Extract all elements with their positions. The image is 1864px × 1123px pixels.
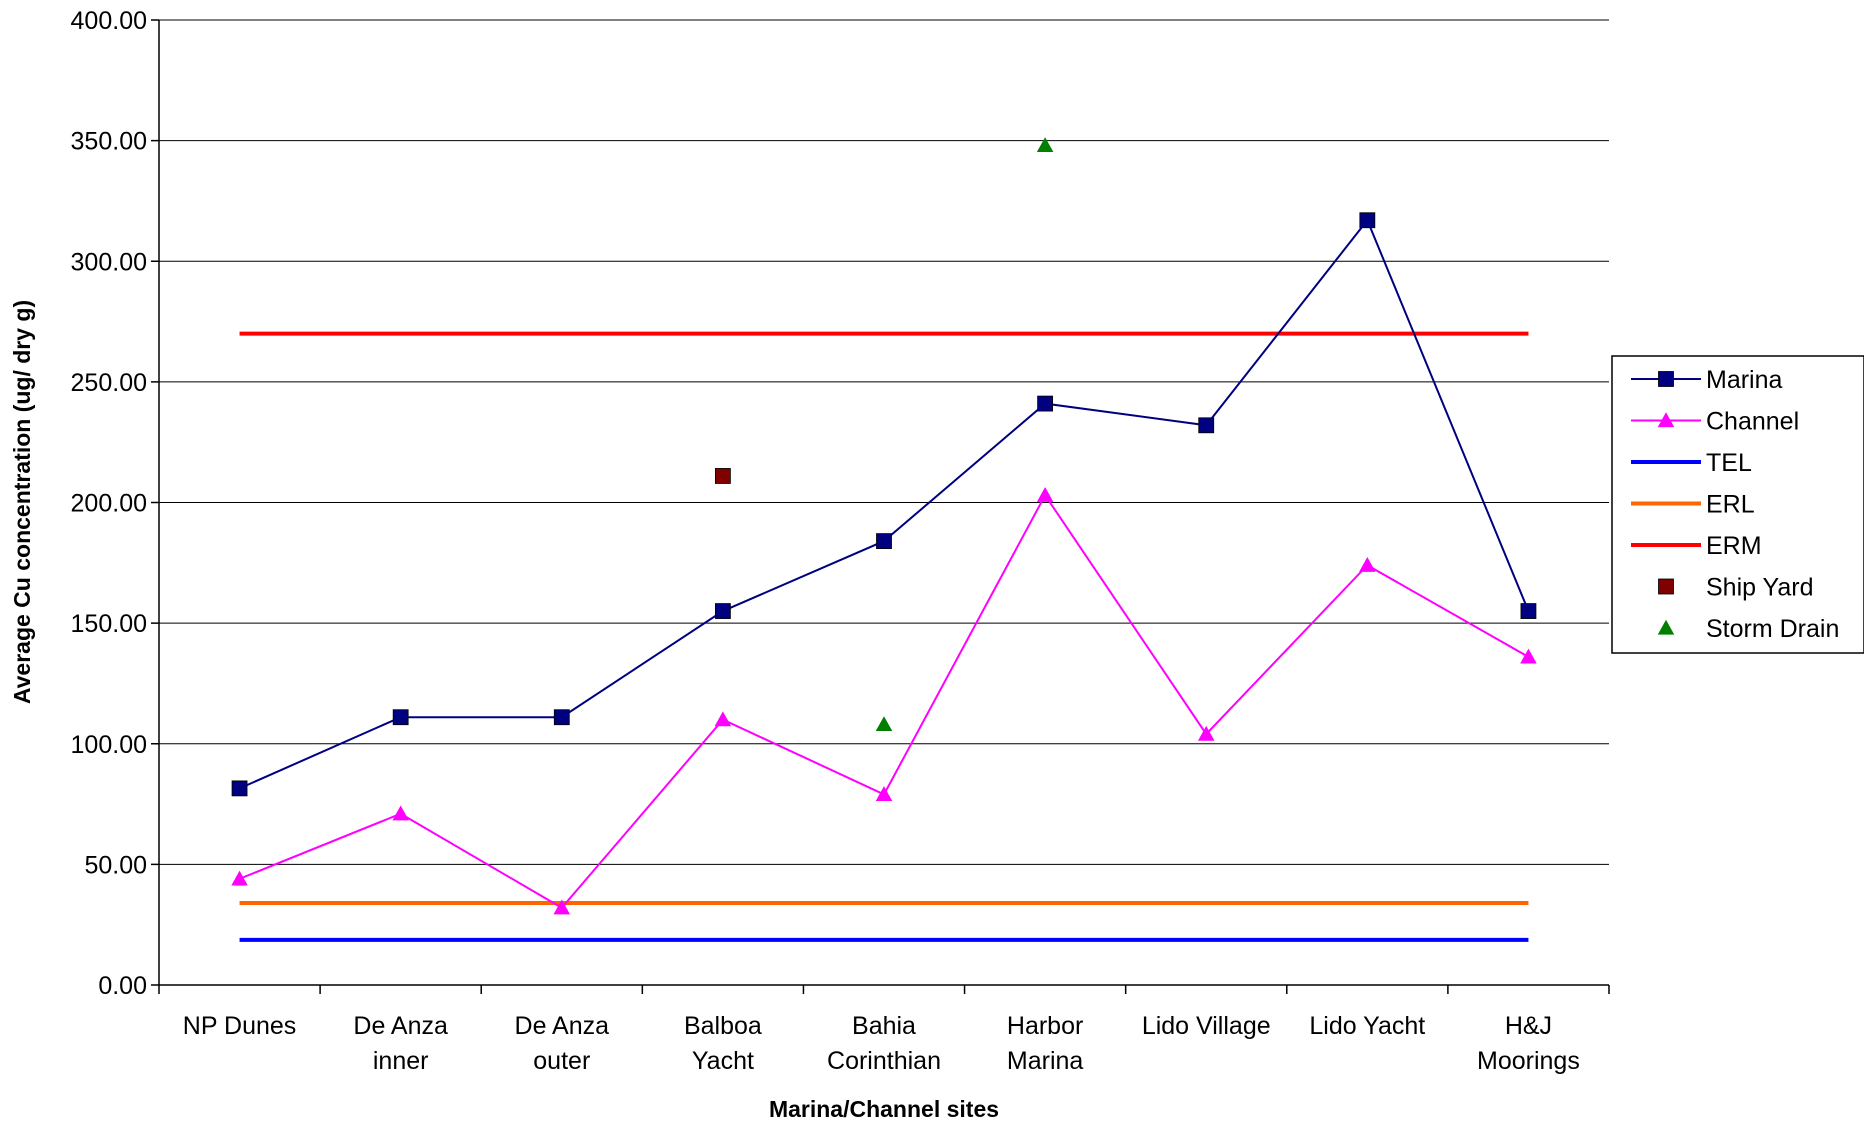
x-tick-label: Bahia <box>852 1012 916 1040</box>
data-point-marina <box>1520 603 1537 619</box>
data-point-ship-yard <box>714 468 731 484</box>
x-tick-label: Yacht <box>692 1047 754 1075</box>
y-tick-label: 100.00 <box>71 731 147 759</box>
y-tick-label: 0.00 <box>98 972 147 1000</box>
legend-item-channel: Channel <box>1631 408 1799 436</box>
legend-marker-ship-yard <box>1658 578 1674 595</box>
legend-label-erl: ERL <box>1706 491 1755 519</box>
x-tick-label: Moorings <box>1477 1047 1580 1075</box>
legend-label-ship-yard: Ship Yard <box>1706 574 1813 602</box>
x-tick-label: De Anza <box>353 1012 448 1040</box>
data-point-marina <box>714 603 731 619</box>
series-storm-drain <box>875 137 1054 732</box>
legend: Marina Channel TEL ERL ERM Ship Yard Storm Dra… <box>1611 355 1864 654</box>
x-tick-label: Lido Village <box>1142 1012 1271 1040</box>
data-point-channel <box>392 805 409 821</box>
x-tick-label: outer <box>533 1047 590 1075</box>
legend-label-tel: TEL <box>1706 449 1752 477</box>
data-point-storm-drain <box>875 716 893 732</box>
y-axis-ticks: 0.00 50.00 100.00 150.00 200.00 250.00 300.00 3… <box>71 7 159 1000</box>
y-axis-title: Average Cu concentration (ug/ dry g) <box>9 300 35 704</box>
legend-label-channel: Channel <box>1706 408 1799 436</box>
data-point-marina <box>553 709 570 726</box>
series-ship-yard <box>714 468 731 484</box>
x-axis-ticks: NP Dunes De Anza inner De Anza outer Balboa Ya… <box>158 985 1610 1075</box>
data-point-marina <box>1359 212 1376 229</box>
legend-label-storm-drain: Storm Drain <box>1706 615 1839 643</box>
y-tick-label: 250.00 <box>71 369 147 397</box>
x-tick-label: Lido Yacht <box>1309 1012 1425 1040</box>
data-point-marina <box>392 709 409 726</box>
legend-item-erm: ERM <box>1631 532 1762 560</box>
x-tick-label: Corinthian <box>827 1047 941 1075</box>
data-point-channel <box>1359 556 1376 572</box>
data-point-channel <box>1036 487 1054 502</box>
legend-marker-channel <box>1657 412 1675 428</box>
y-tick-label: 350.00 <box>71 128 147 156</box>
y-tick-label: 400.00 <box>71 7 147 35</box>
legend-label-erm: ERM <box>1706 532 1762 560</box>
x-tick-label: Balboa <box>684 1012 762 1040</box>
series-layer <box>231 137 1537 942</box>
data-point-channel <box>231 870 248 886</box>
data-point-channel <box>1197 725 1215 741</box>
legend-item-tel: TEL <box>1631 449 1752 477</box>
y-tick-label: 150.00 <box>71 610 147 638</box>
y-tick-label: 300.00 <box>71 248 147 276</box>
legend-item-marina: Marina <box>1631 366 1783 394</box>
data-point-marina <box>231 780 248 797</box>
legend-item-ship-yard: Ship Yard <box>1658 574 1813 602</box>
x-tick-label: Harbor <box>1007 1012 1083 1040</box>
data-point-marina <box>876 533 892 549</box>
x-tick-label: inner <box>373 1047 429 1075</box>
x-tick-label: Marina <box>1007 1047 1084 1075</box>
legend-marker-marina <box>1658 371 1674 387</box>
data-point-storm-drain <box>1036 137 1054 153</box>
y-tick-label: 200.00 <box>71 490 147 518</box>
legend-marker-storm-drain <box>1657 619 1675 635</box>
legend-item-erl: ERL <box>1631 491 1755 519</box>
x-axis-title: Marina/Channel sites <box>769 1096 999 1122</box>
y-tick-label: 50.00 <box>84 851 147 879</box>
x-tick-label: H&J <box>1505 1012 1552 1040</box>
x-tick-label: NP Dunes <box>183 1012 297 1040</box>
gridlines <box>159 19 1609 865</box>
data-point-channel <box>875 786 893 802</box>
data-point-channel <box>714 711 732 727</box>
series-marina <box>231 212 1537 797</box>
data-point-channel <box>1520 648 1537 664</box>
legend-item-storm-drain: Storm Drain <box>1657 615 1839 643</box>
data-point-marina <box>1198 417 1215 434</box>
legend-label-marina: Marina <box>1706 366 1783 394</box>
data-point-marina <box>1037 395 1054 412</box>
data-point-channel <box>553 899 571 915</box>
series-channel <box>231 487 1537 915</box>
x-tick-label: De Anza <box>515 1012 610 1040</box>
